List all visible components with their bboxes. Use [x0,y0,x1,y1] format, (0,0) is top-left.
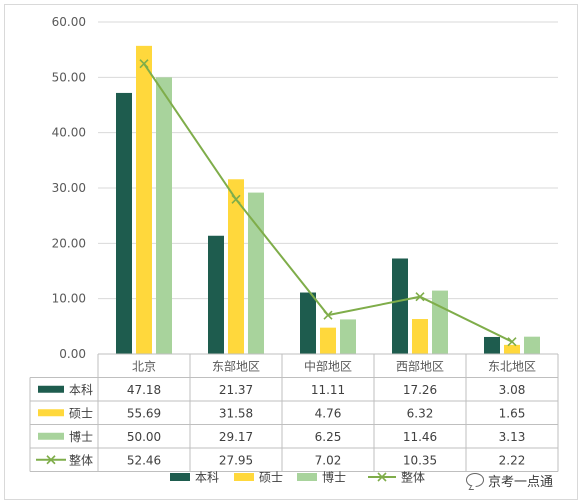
chart-frame [4,4,578,500]
table-cell: 27.95 [219,453,253,467]
table-cell: 3.08 [499,383,526,397]
table-cell: 11.11 [311,383,345,397]
legend-label: 整体 [401,470,425,485]
watermark: 京考一点通 [466,470,553,490]
legend-label: 本科 [195,471,219,485]
bar [228,179,244,354]
table-cell: 1.65 [499,406,526,420]
x-tick-label: 北京 [132,359,156,373]
table-cell: 29.17 [219,430,253,444]
y-tick-label: 0.00 [59,347,86,361]
legend-swatch [234,473,254,481]
y-tick-label: 50.00 [52,70,86,84]
table-cell: 7.02 [315,453,342,467]
bar [116,92,132,355]
bar [392,258,408,354]
table-series-label: 整体 [69,452,93,467]
line-point [507,337,517,347]
legend-label: 博士 [322,470,346,485]
table-cell: 31.58 [219,406,253,420]
legend-swatch [170,473,190,481]
table-legend-key [38,409,64,417]
y-tick-label: 60.00 [52,15,86,29]
y-tick-label: 30.00 [52,181,86,195]
table-cell: 17.26 [403,383,437,397]
table-cell: 52.46 [127,453,161,467]
x-tick-label: 东北地区 [488,359,536,373]
x-tick-label: 西部地区 [396,358,444,373]
chat-bubble-icon [466,473,484,487]
bar [524,336,540,354]
y-tick-label: 10.00 [52,292,86,306]
x-tick-label: 东部地区 [212,358,260,373]
table-cell: 55.69 [127,406,161,420]
line-point [139,59,149,69]
table-cell: 3.13 [499,430,526,444]
table-legend-key [38,385,64,393]
table-cell: 6.25 [315,430,342,444]
y-tick-label: 40.00 [52,126,86,140]
table-cell: 4.76 [315,406,342,420]
bar [156,77,172,354]
bar [340,319,356,354]
table-legend-key [46,455,56,465]
legend-swatch [297,473,317,481]
bar [248,192,264,354]
watermark-text: 京考一点通 [488,474,554,490]
table-cell: 2.22 [499,453,526,467]
bar [136,45,152,355]
table-cell: 6.32 [407,406,434,420]
y-tick-label: 20.00 [52,236,86,250]
table-cell: 10.35 [403,453,437,467]
table-cell: 11.46 [403,430,437,444]
table-cell: 47.18 [127,383,161,397]
bar [484,336,500,354]
bar [208,235,224,354]
legend-label: 硕士 [259,471,283,485]
bar [412,319,428,354]
table-cell: 21.37 [219,383,253,397]
table-legend-key [38,432,64,440]
table-cell: 50.00 [127,430,161,444]
line-point [323,310,333,320]
legend-swatch [377,472,387,482]
x-tick-label: 中部地区 [304,358,352,373]
line-point [415,292,425,302]
line-series [143,63,513,343]
table-series-label: 硕士 [69,406,93,420]
bar [320,327,336,354]
table-series-label: 博士 [69,429,93,444]
table-series-label: 本科 [69,383,93,397]
bar [300,292,316,354]
line-point [231,194,241,204]
bar [432,290,448,354]
bar [504,344,520,354]
